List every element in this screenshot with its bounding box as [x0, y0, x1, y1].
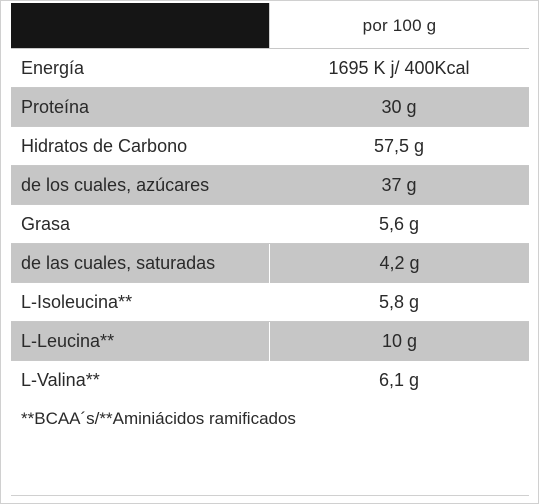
row-leucina: L-Leucina** 10 g	[11, 321, 529, 361]
nutrient-label: L-Leucina**	[21, 330, 115, 351]
bcaa-footnote: **BCAA´s/**Aminiácidos ramificados	[21, 409, 296, 428]
nutrient-label: Hidratos de Carbono	[21, 135, 188, 156]
nutrient-label: Energía	[21, 57, 85, 78]
nutrient-value: 1695 K j/ 400Kcal	[328, 57, 470, 78]
row-azucares: de los cuales, azúcares 37 g	[11, 165, 529, 204]
row-proteina: Proteína 30 g	[11, 87, 529, 126]
nutrient-label: de los cuales, azúcares	[21, 174, 210, 195]
row-hidratos: Hidratos de Carbono 57,5 g	[11, 126, 529, 165]
nutrient-label: de las cuales, saturadas	[21, 252, 216, 273]
row-saturadas: de las cuales, saturadas 4,2 g	[11, 243, 529, 283]
row-grasa: Grasa 5,6 g	[11, 204, 529, 243]
nutrient-value: 5,6 g	[378, 213, 420, 234]
nutrient-value: 10 g	[269, 321, 529, 361]
per-100g-header: por 100 g	[269, 3, 529, 48]
table-body: Energía 1695 K j/ 400Kcal Proteína 30 g …	[11, 48, 529, 399]
nutrient-label: Grasa	[21, 213, 71, 234]
nutrient-value: 5,8 g	[378, 291, 420, 312]
table-header: por 100 g	[11, 3, 529, 48]
nutrient-label: L-Isoleucina**	[21, 291, 133, 312]
row-valina: L-Valina** 6,1 g	[11, 360, 529, 399]
nutrient-label: L-Valina**	[21, 369, 100, 390]
nutrient-value: 37 g	[381, 174, 417, 195]
nutrient-value: 57,5 g	[373, 135, 425, 156]
nutrient-value: 4,2 g	[269, 243, 529, 283]
nutrient-value: 6,1 g	[378, 369, 420, 390]
row-isoleucina: L-Isoleucina** 5,8 g	[11, 282, 529, 321]
nutrient-value: 30 g	[381, 96, 417, 117]
row-energia: Energía 1695 K j/ 400Kcal	[11, 48, 529, 87]
nutrient-label: Proteína	[21, 96, 90, 117]
bottom-divider	[11, 495, 529, 496]
